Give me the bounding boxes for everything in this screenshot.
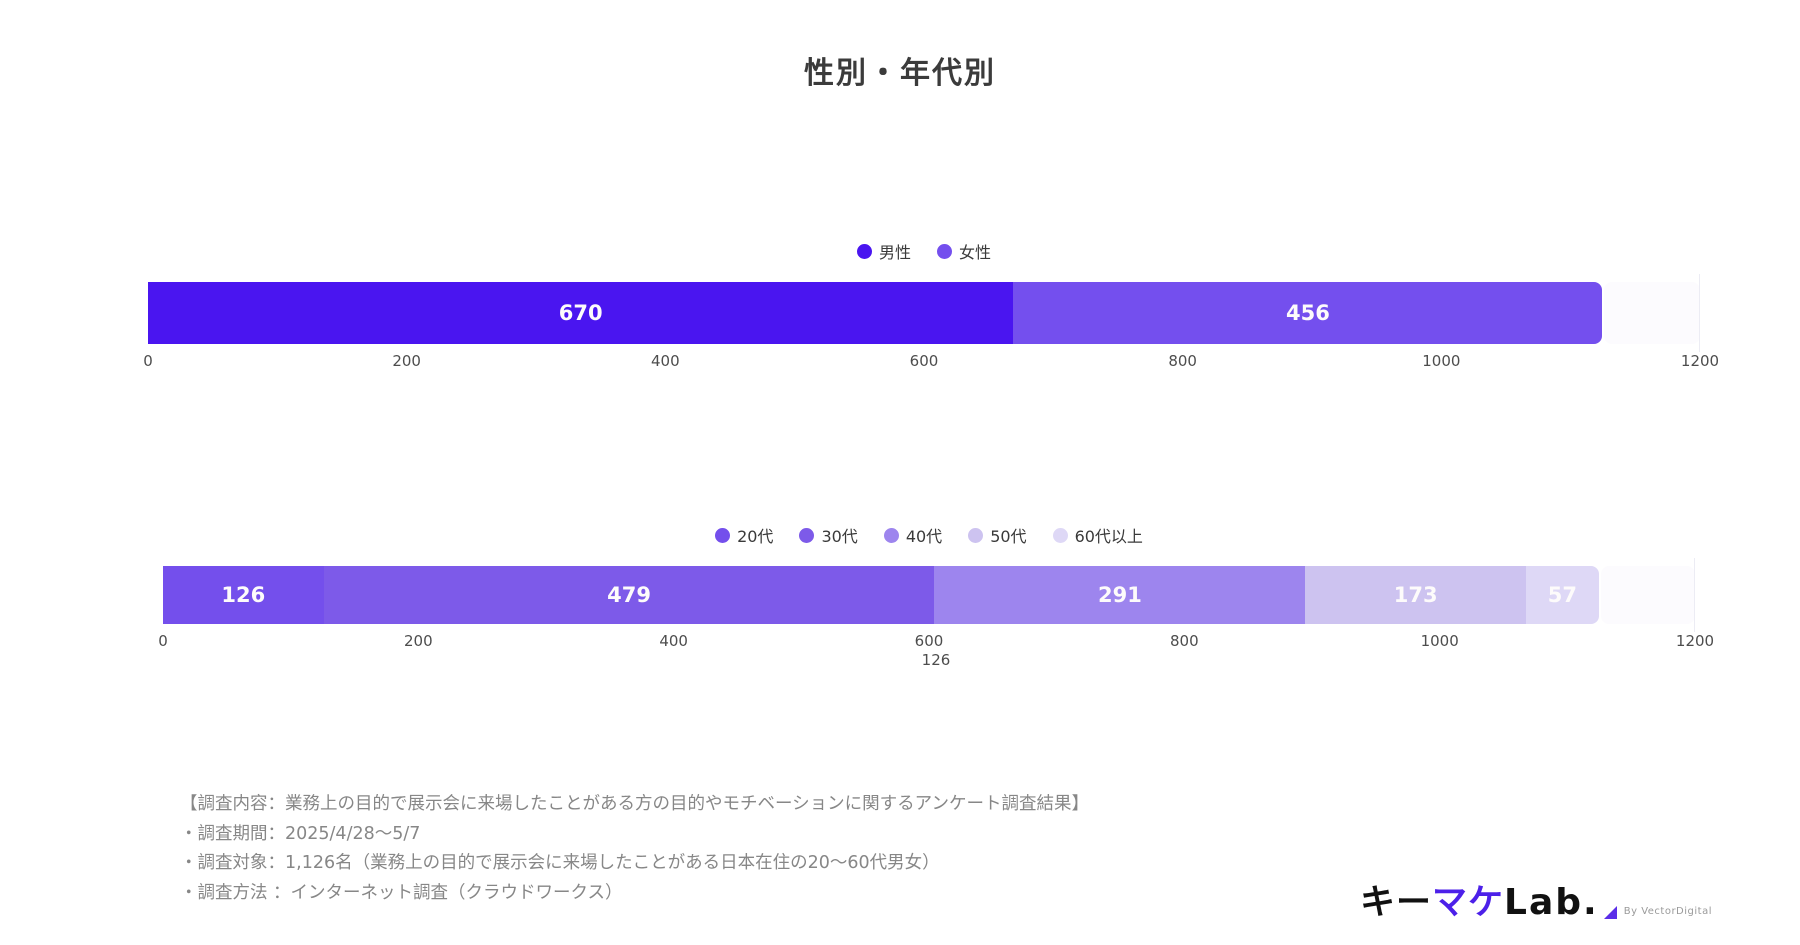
axis-tick-label: 800 <box>1168 352 1197 370</box>
age-plot: 126 479 291 173 57 <box>163 558 1695 632</box>
legend-dot-icon <box>715 527 731 543</box>
legend-label: 男性 <box>878 243 911 262</box>
bar-remainder <box>1600 566 1695 624</box>
bar-segment-40代[interactable]: 291 <box>934 566 1306 624</box>
bar-segment-60代以上[interactable]: 57 <box>1525 566 1599 624</box>
bar-remainder <box>1604 282 1700 344</box>
legend-item-40代[interactable]: 40代 <box>883 523 943 547</box>
survey-notes: 【調査内容：業務上の目的で展示会に来場したことがある方の目的やモチベーションに関… <box>180 790 1089 908</box>
axis-tick-label: 1200 <box>1675 632 1715 650</box>
legend-item-60代以上[interactable]: 60代以上 <box>1052 523 1143 547</box>
bar-value-label: 456 <box>1286 301 1330 325</box>
legend-dot-icon <box>799 527 815 543</box>
axis-tick-0: 0 <box>158 632 168 650</box>
axis-tick-label: 1000 <box>1422 352 1461 370</box>
axis-tick-1200: 1200 <box>1681 352 1719 370</box>
age-bar: 126 479 291 173 57 <box>163 566 1695 624</box>
page-title: 性別・年代別 <box>804 56 996 91</box>
axis-tick-label: 800 <box>1170 632 1199 650</box>
bar-segment-30代[interactable]: 479 <box>323 566 935 624</box>
axis-tick-600: 600 <box>910 352 939 370</box>
legend-dot-icon <box>856 243 872 259</box>
legend-label: 40代 <box>905 527 943 546</box>
axis-tick-label: 1000 <box>1420 632 1459 650</box>
axis-tick-label: 1200 <box>1680 352 1720 370</box>
axis-tick-label: 200 <box>404 632 433 650</box>
logo-text-black: キー <box>1360 883 1433 923</box>
axis-tick-1000: 1000 <box>1422 352 1460 370</box>
legend-dot-icon <box>937 243 952 259</box>
axis-tick-label: 0 <box>143 352 153 370</box>
bar-value-label: 479 <box>607 583 651 607</box>
bar-value-label: 126 <box>221 583 266 607</box>
gender-chart: 男性 女性 670 456 0 200 400 600 800 1000 1200 <box>143 240 1719 376</box>
gridline-1200 <box>1699 274 1700 352</box>
age-axis: 0 200 400 600 126 800 1000 1200 <box>158 632 1714 669</box>
axis-tick-800: 800 <box>1168 352 1197 370</box>
bar-segment-女性[interactable]: 456 <box>1013 282 1603 344</box>
age-legend: 20代 30代 40代 50代 60代以上 <box>163 524 1695 546</box>
axis-tick-200: 200 <box>404 632 433 650</box>
legend-label: 30代 <box>821 527 858 546</box>
axis-tick-label: 400 <box>651 352 680 370</box>
legend-item-30代[interactable]: 30代 <box>799 523 858 547</box>
logo-text-lab: Lab. <box>1504 882 1599 923</box>
survey-note-line: 【調査内容：業務上の目的で展示会に来場したことがある方の目的やモチベーションに関… <box>180 794 1089 814</box>
axis-tick-1000: 1000 <box>1421 632 1459 650</box>
bar-value-label: 670 <box>558 301 603 325</box>
survey-note-line: ・調査対象：1,126名（業務上の目的で展示会に来場したことがある日本在住の20… <box>180 853 940 873</box>
axis-tick-800: 800 <box>1170 632 1199 650</box>
survey-note-line: ・調査方法 ：インターネット調査（クラウドワークス） <box>180 882 623 903</box>
axis-tick-400: 400 <box>659 632 688 650</box>
triangle-icon <box>1603 906 1617 919</box>
legend-item-男性[interactable]: 男性 <box>856 239 911 263</box>
bar-segment-50代[interactable]: 173 <box>1305 566 1526 624</box>
gender-plot: 670 456 <box>148 274 1700 352</box>
axis-tick-label: 600 <box>909 352 939 370</box>
survey-note-line: ・調査期間：2025/4/28〜5/7 <box>180 823 421 844</box>
axis-tick-1200: 1200 <box>1676 632 1714 650</box>
axis-tick-600: 600 126 <box>908 632 951 669</box>
bar-value-label: 173 <box>1393 583 1438 607</box>
legend-item-20代[interactable]: 20代 <box>715 523 773 547</box>
bar-value-label: 57 <box>1547 583 1577 607</box>
axis-tick-label: 0 <box>158 632 168 650</box>
gridline-1200 <box>1694 558 1695 632</box>
legend-label: 60代以上 <box>1074 527 1143 546</box>
axis-tick-400: 400 <box>651 352 680 370</box>
bar-segment-20代[interactable]: 126 <box>163 566 324 624</box>
legend-label: 20代 <box>737 527 774 546</box>
axis-tick-label: 600 <box>914 632 944 650</box>
bar-value-label: 291 <box>1097 583 1142 607</box>
legend-dot-icon <box>883 527 899 543</box>
legend-label: 50代 <box>990 527 1027 546</box>
axis-tick-label: 200 <box>392 352 421 370</box>
axis-tick-200: 200 <box>392 352 421 370</box>
gender-axis: 0 200 400 600 800 1000 1200 <box>143 352 1719 376</box>
axis-tick-label: 400 <box>659 632 688 650</box>
legend-dot-icon <box>1052 527 1068 543</box>
age-chart: 20代 30代 40代 50代 60代以上 126 479 291 173 57 0 200 400… <box>158 524 1714 669</box>
legend-item-女性[interactable]: 女性 <box>937 239 991 263</box>
gender-legend: 男性 女性 <box>148 240 1700 262</box>
gender-bar: 670 456 <box>148 282 1700 344</box>
logo-byline: By VectorDigital <box>1623 906 1712 917</box>
axis-tick-0: 0 <box>143 352 153 370</box>
legend-dot-icon <box>968 527 984 543</box>
extra-tick-label: 126 <box>921 651 951 669</box>
brand-logo: キー マケ Lab. By VectorDigital <box>1360 874 1712 925</box>
logo-text-accent: マケ <box>1432 883 1505 923</box>
legend-item-50代[interactable]: 50代 <box>968 523 1027 547</box>
legend-label: 女性 <box>959 243 992 262</box>
bar-segment-男性[interactable]: 670 <box>148 282 1014 344</box>
